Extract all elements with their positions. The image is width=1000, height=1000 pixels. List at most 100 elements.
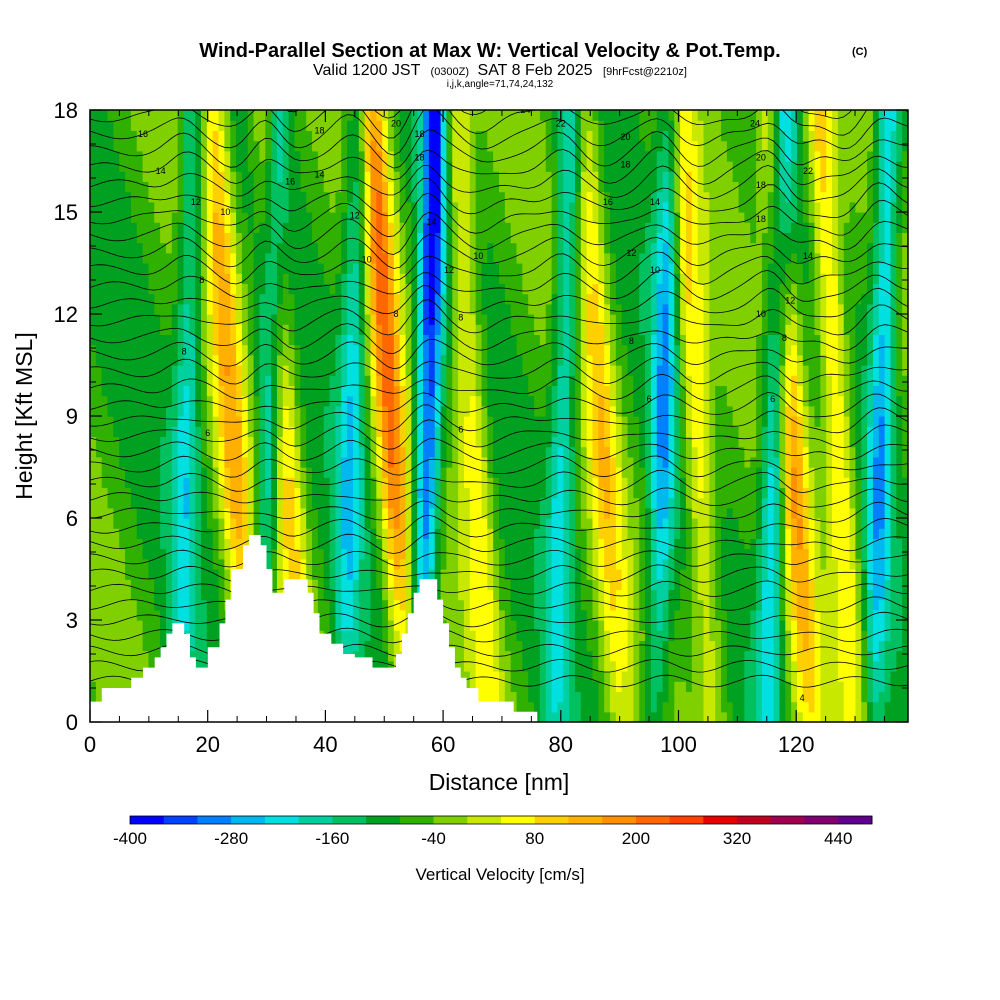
velocity-cell: [721, 405, 728, 417]
velocity-cell: [855, 660, 862, 672]
velocity-cell: [282, 538, 290, 550]
velocity-cell: [341, 518, 348, 529]
velocity-cell: [510, 640, 518, 652]
velocity-cell: [253, 395, 261, 407]
velocity-cell: [872, 385, 880, 397]
velocity-cell: [826, 548, 833, 560]
velocity-cell: [522, 660, 529, 672]
velocity-cell: [808, 558, 816, 570]
velocity-cell: [276, 579, 284, 590]
velocity-cell: [195, 650, 202, 662]
velocity-cell: [837, 467, 845, 478]
velocity-cell: [685, 497, 693, 509]
velocity-cell: [534, 477, 541, 488]
velocity-cell: [715, 630, 722, 641]
velocity-cell: [189, 416, 196, 427]
velocity-cell: [709, 416, 716, 427]
velocity-cell: [469, 681, 477, 692]
velocity-cell: [902, 538, 908, 550]
velocity-cell: [837, 558, 845, 570]
velocity-cell: [785, 487, 792, 499]
velocity-cell: [902, 579, 908, 590]
velocity-cell: [148, 497, 155, 509]
velocity-cell: [878, 640, 886, 652]
velocity-cell: [376, 426, 383, 437]
velocity-cell: [814, 436, 821, 448]
velocity-cell: [691, 385, 699, 397]
velocity-cell: [872, 395, 880, 407]
velocity-cell: [621, 599, 629, 611]
velocity-cell: [814, 671, 821, 682]
velocity-cell: [428, 569, 436, 580]
velocity-cell: [779, 405, 786, 417]
velocity-cell: [358, 477, 366, 488]
velocity-cell: [224, 416, 231, 427]
velocity-cell: [703, 507, 710, 519]
velocity-cell: [458, 579, 465, 590]
velocity-cell: [756, 487, 763, 499]
velocity-cell: [329, 375, 336, 386]
velocity-cell: [738, 691, 745, 703]
velocity-cell: [539, 385, 547, 397]
velocity-cell: [101, 609, 109, 621]
velocity-cell: [580, 467, 588, 478]
velocity-cell: [206, 395, 214, 407]
velocity-cell: [574, 354, 582, 366]
velocity-cell: [399, 375, 407, 386]
velocity-cell: [691, 691, 699, 703]
velocity-cell: [662, 620, 670, 631]
velocity-cell: [136, 630, 144, 641]
velocity-cell: [574, 518, 582, 529]
velocity-cell: [744, 701, 751, 713]
velocity-cell: [574, 650, 582, 662]
velocity-cell: [715, 456, 722, 468]
velocity-cell: [598, 620, 605, 631]
velocity-cell: [796, 528, 804, 539]
velocity-cell: [750, 487, 757, 499]
velocity-cell: [528, 497, 535, 509]
velocity-cell: [469, 487, 477, 499]
velocity-cell: [872, 507, 880, 519]
velocity-cell: [867, 620, 874, 631]
velocity-cell: [206, 630, 214, 641]
velocity-cell: [773, 497, 781, 509]
velocity-cell: [253, 497, 261, 509]
velocity-cell: [475, 630, 483, 641]
velocity-cell: [195, 436, 202, 448]
velocity-cell: [306, 375, 313, 386]
velocity-cell: [680, 405, 687, 417]
velocity-cell: [148, 375, 155, 386]
velocity-cell: [872, 405, 880, 417]
velocity-cell: [428, 416, 436, 427]
velocity-cell: [458, 671, 465, 682]
velocity-cell: [504, 446, 512, 458]
velocity-cell: [323, 456, 331, 468]
velocity-cell: [236, 456, 243, 468]
velocity-cell: [125, 558, 132, 570]
velocity-cell: [896, 467, 903, 478]
velocity-cell: [382, 395, 389, 407]
velocity-cell: [201, 579, 208, 590]
velocity-cell: [481, 579, 488, 590]
velocity-cell: [90, 477, 97, 488]
velocity-cell: [610, 660, 617, 672]
velocity-cell: [276, 416, 284, 427]
velocity-cell: [493, 609, 500, 621]
velocity-cell: [598, 569, 605, 580]
velocity-cell: [510, 487, 518, 499]
velocity-cell: [779, 660, 786, 672]
velocity-cell: [271, 436, 278, 448]
velocity-cell: [387, 548, 395, 560]
velocity-cell: [697, 640, 705, 652]
velocity-cell: [276, 497, 284, 509]
velocity-cell: [259, 528, 266, 539]
velocity-cell: [884, 467, 892, 478]
velocity-cell: [837, 416, 845, 427]
velocity-cell: [195, 456, 202, 468]
velocity-cell: [405, 467, 412, 478]
velocity-cell: [627, 385, 634, 397]
velocity-cell: [370, 630, 377, 641]
velocity-cell: [872, 620, 880, 631]
velocity-cell: [808, 528, 816, 539]
velocity-cell: [329, 558, 336, 570]
